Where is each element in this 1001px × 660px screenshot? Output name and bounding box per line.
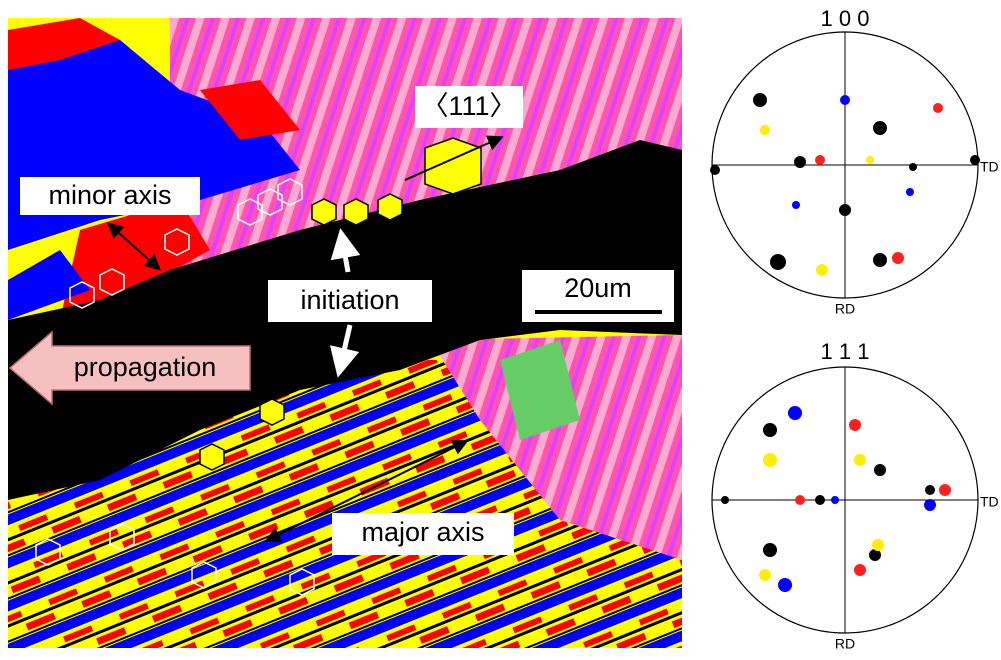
pole-figure: 1 1 1 TD RD [712, 339, 999, 652]
td-label: TD [980, 494, 999, 510]
direction-label: 〈111〉 [421, 91, 516, 121]
td-label: TD [980, 159, 999, 175]
pole-title: 1 0 0 [821, 6, 870, 31]
minor-axis-label: minor axis [48, 180, 171, 210]
initiation-label: initiation [300, 285, 399, 315]
pole-figure: 1 0 0 TD RD [710, 6, 999, 317]
rd-label: RD [835, 301, 855, 317]
scale-label: 20um [564, 273, 632, 303]
figure: 〈111〉 minor axis initiation 20um propaga… [0, 0, 1001, 655]
rd-label: RD [835, 636, 855, 652]
propagation-label: propagation [74, 352, 217, 382]
pole-title: 1 1 1 [821, 339, 870, 364]
major-axis-label: major axis [361, 517, 484, 547]
